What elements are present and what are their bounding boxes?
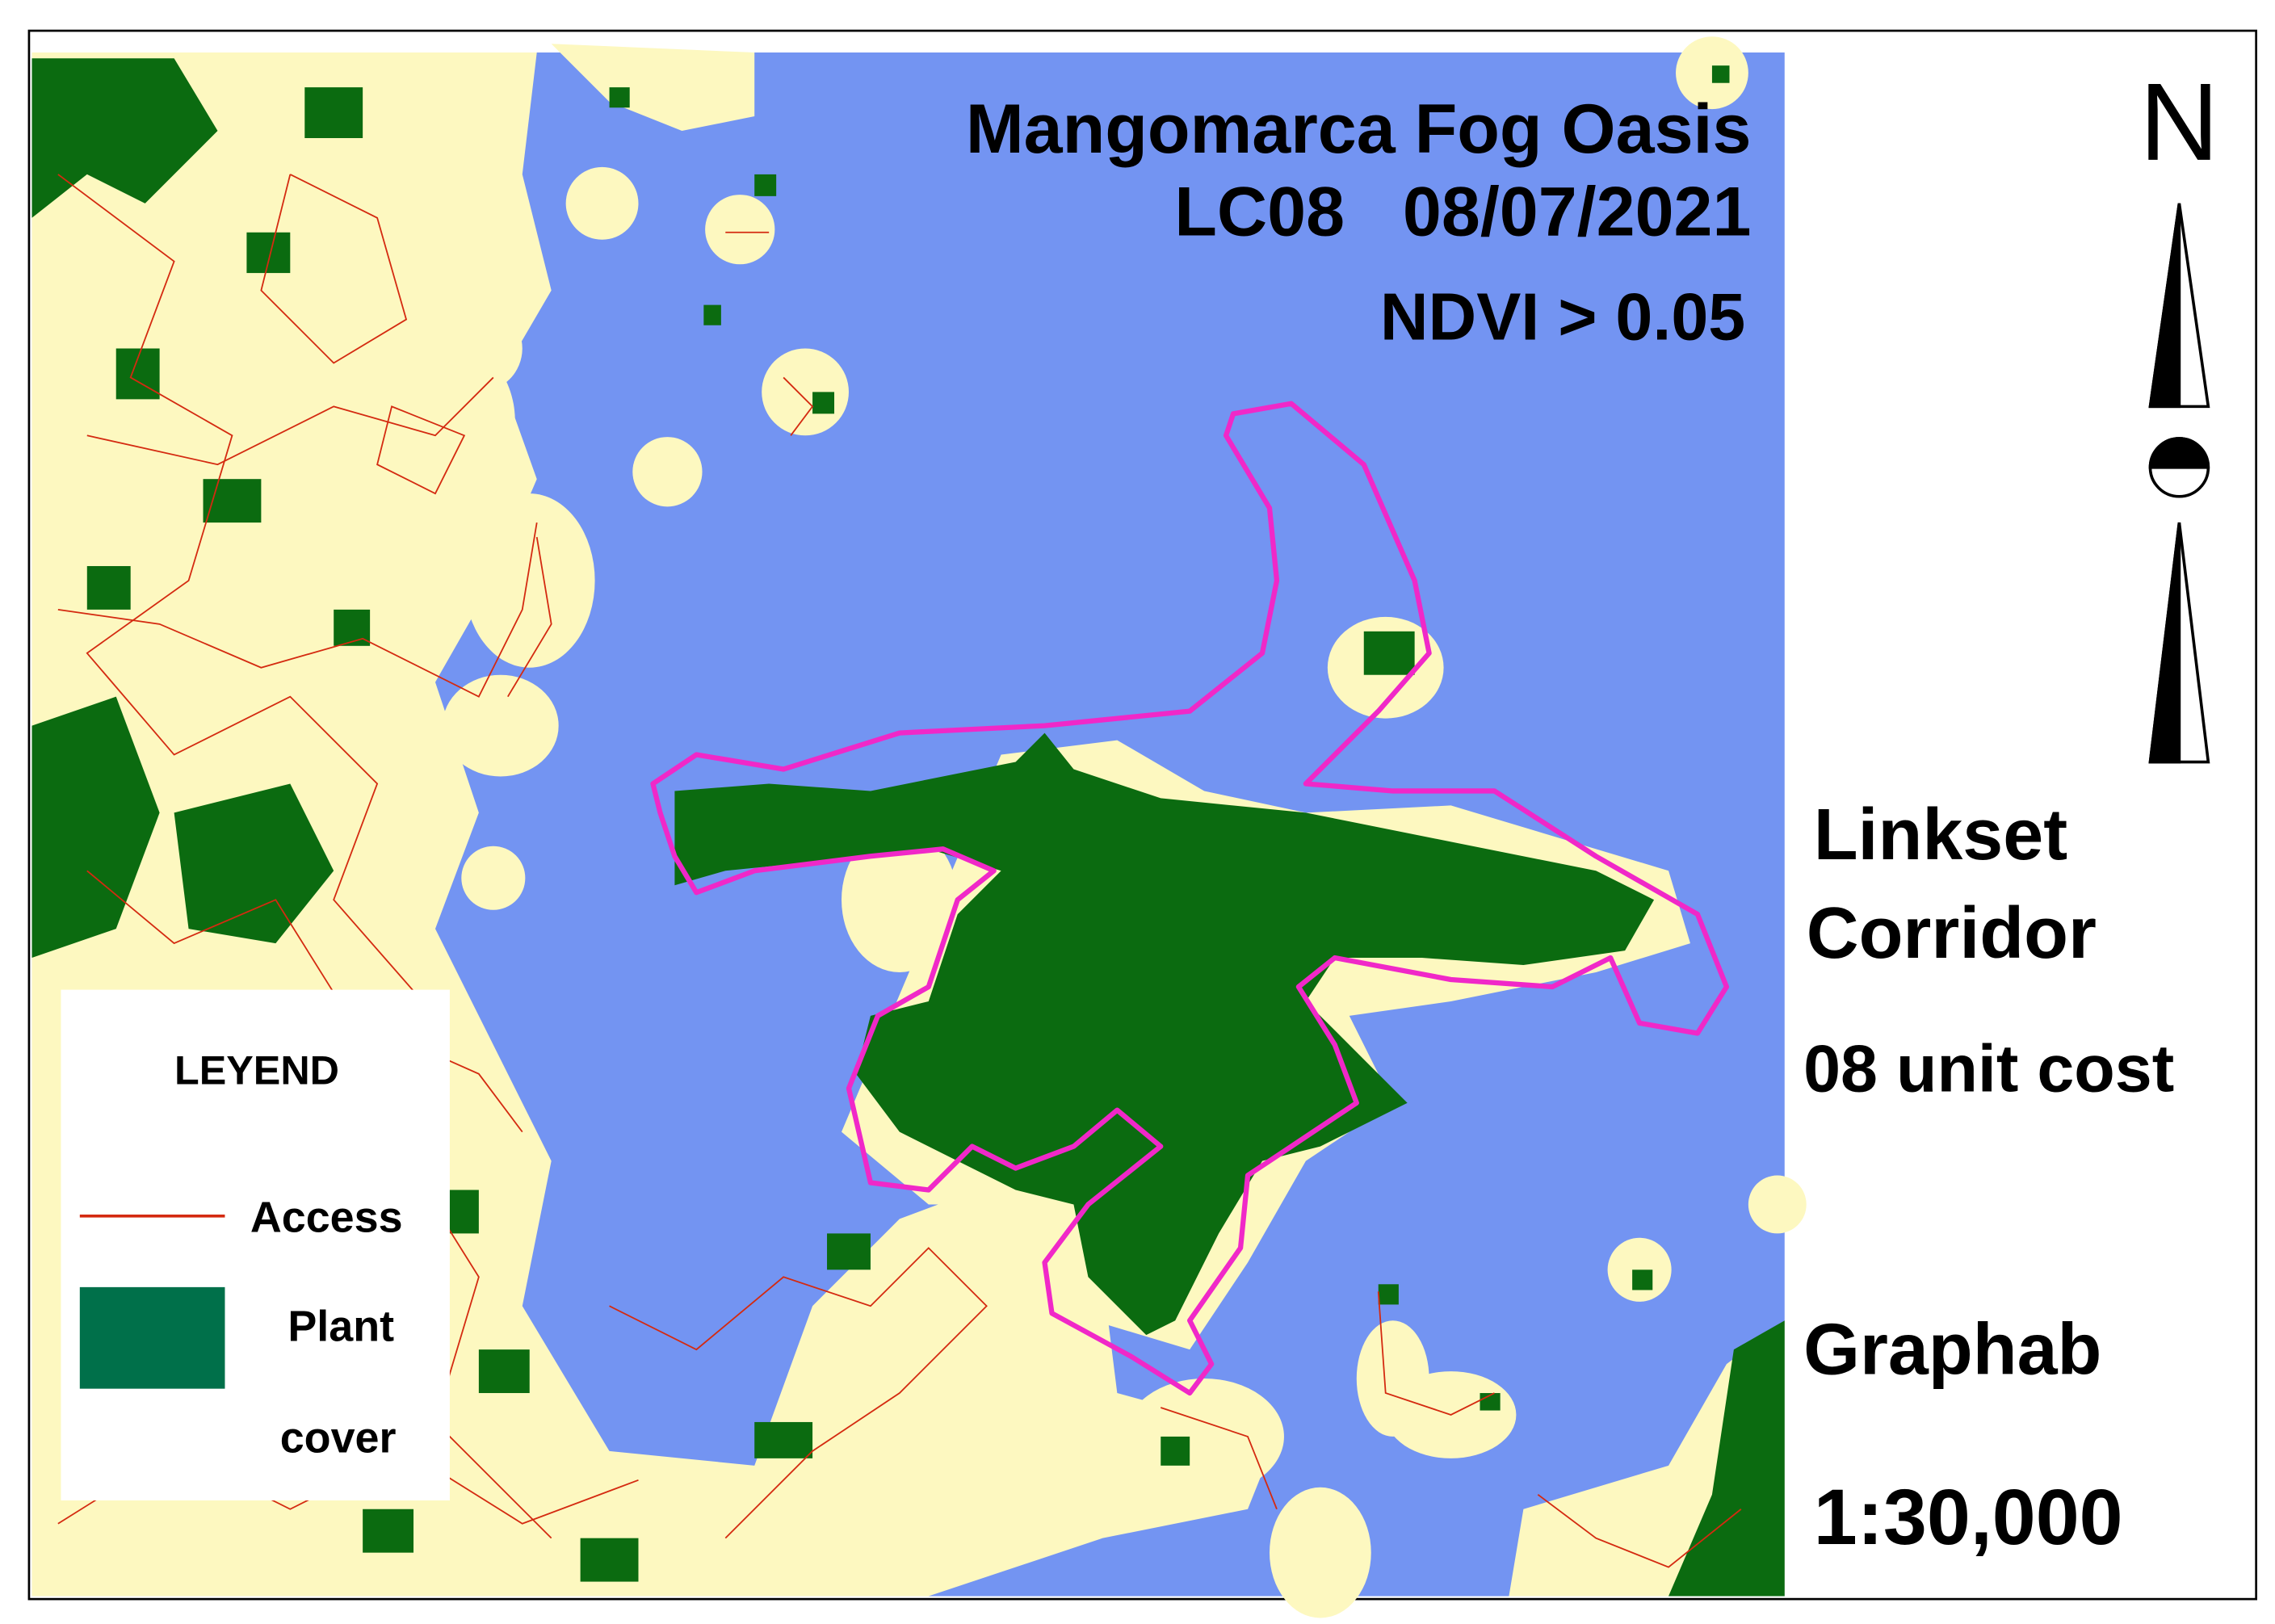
plant-cover-patche [1632, 1269, 1653, 1290]
legend-box [61, 989, 450, 1500]
plant-cover-patche [827, 1233, 871, 1270]
legend-label: Access [250, 1194, 403, 1242]
plant-cover-patche [31, 696, 160, 959]
access-link [1377, 1291, 1495, 1416]
buffer-area [461, 846, 526, 910]
plant-cover-patche [1161, 1436, 1190, 1466]
sensor-date: LC08 08/07/2021 [1174, 173, 1751, 250]
plant-cover-patche [580, 1538, 639, 1582]
plant-cover-patche [478, 1349, 530, 1394]
plant-cover-patche [674, 732, 1655, 1336]
access-link [1537, 1494, 1742, 1568]
buffer-area [1124, 1379, 1284, 1495]
plant-cover-patche [609, 87, 630, 108]
north-arrow [2148, 203, 2181, 409]
buffer-area [442, 674, 559, 777]
buffer-area [434, 304, 523, 392]
plant-cover-patche [1711, 65, 1730, 83]
buffer-area [632, 437, 703, 507]
access-link [57, 174, 552, 1539]
plant-cover-patche [334, 609, 371, 646]
plant-cover-patche [31, 58, 218, 218]
map-title: Mangomarca Fog Oasis [966, 90, 1752, 168]
access-links [57, 174, 1742, 1568]
plant-cover-patche [1668, 1320, 1785, 1597]
plant-cover-patche [174, 783, 334, 944]
access-link [783, 376, 814, 436]
plant-cover-patche [363, 1509, 414, 1553]
plant-cover-patche [754, 1421, 813, 1458]
buffer-area [762, 348, 849, 436]
legend-label: cover [280, 1414, 397, 1462]
scale-label: 1:30,000 [1814, 1473, 2123, 1561]
side-label: 08 unit cost [1803, 1030, 2174, 1106]
north-arrow [2148, 522, 2181, 764]
plant-cover-patche [703, 304, 721, 325]
plant-cover-patches [31, 58, 1785, 1597]
buffer-area [1269, 1487, 1371, 1618]
legend: LEYEND Access Plant cover [61, 989, 450, 1500]
access-link [260, 174, 408, 364]
access-link [507, 536, 552, 698]
plant-cover-patche [246, 232, 291, 274]
side-label: Linkset [1814, 795, 2067, 875]
plant-cover-patche [812, 392, 835, 414]
access-link [609, 1247, 988, 1539]
buffer-area [1676, 36, 1748, 110]
buffer-area [551, 44, 755, 132]
north-label: N [2139, 60, 2219, 183]
legend-plant-swatch [79, 1286, 225, 1389]
legend-title: LEYEND [174, 1047, 339, 1093]
north-arrow [2148, 203, 2210, 764]
access-link [376, 405, 466, 495]
ndvi-threshold: NDVI > 0.05 [1380, 279, 1745, 355]
access-link [57, 522, 538, 698]
side-label: Corridor [1807, 893, 2097, 974]
side-label: Graphab [1803, 1310, 2101, 1391]
buffer-area [464, 493, 595, 668]
buffer-area [565, 166, 639, 240]
plant-cover-patche [1363, 631, 1415, 675]
buffer-area [1748, 1175, 1807, 1234]
plant-cover-patche [304, 87, 363, 138]
north-arrow [2148, 437, 2210, 469]
legend-label: Plant [288, 1302, 394, 1350]
plant-cover-patche [86, 565, 131, 610]
access-link [86, 870, 523, 1133]
access-link [86, 376, 494, 466]
buffer-area [705, 195, 775, 265]
plant-cover-patche [1378, 1284, 1399, 1305]
plant-cover-patche [754, 174, 777, 196]
access-link [1160, 1407, 1278, 1510]
oasis-boundary [650, 401, 1730, 1396]
